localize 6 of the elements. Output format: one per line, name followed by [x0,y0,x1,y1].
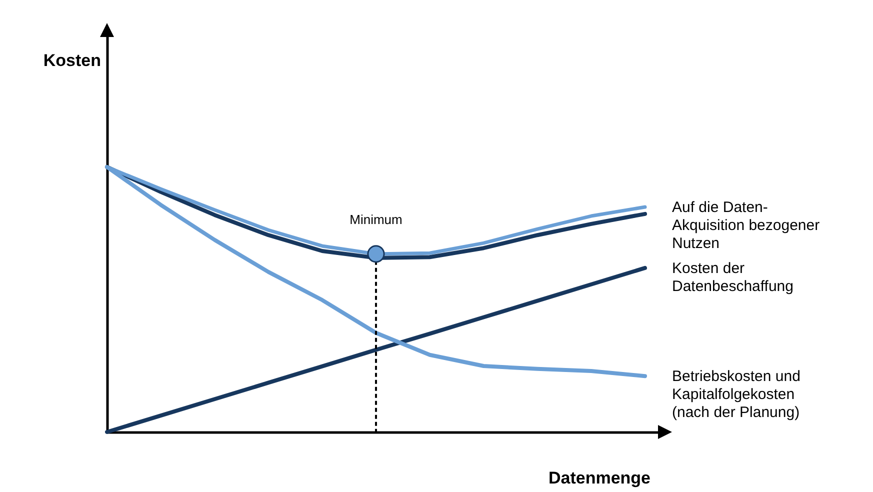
series-label: Auf die Daten-Akquisition bezogener Nutzen [672,199,820,252]
series-label: Kosten der Datenbeschaffung [672,260,794,295]
text: Kosten [43,51,101,70]
x-axis-title: Datenmenge [548,468,650,488]
series-label: Betriebskosten und Kapitalfolgekosten (nach der Planung) [672,368,800,422]
annotation: Minimum [350,212,402,227]
